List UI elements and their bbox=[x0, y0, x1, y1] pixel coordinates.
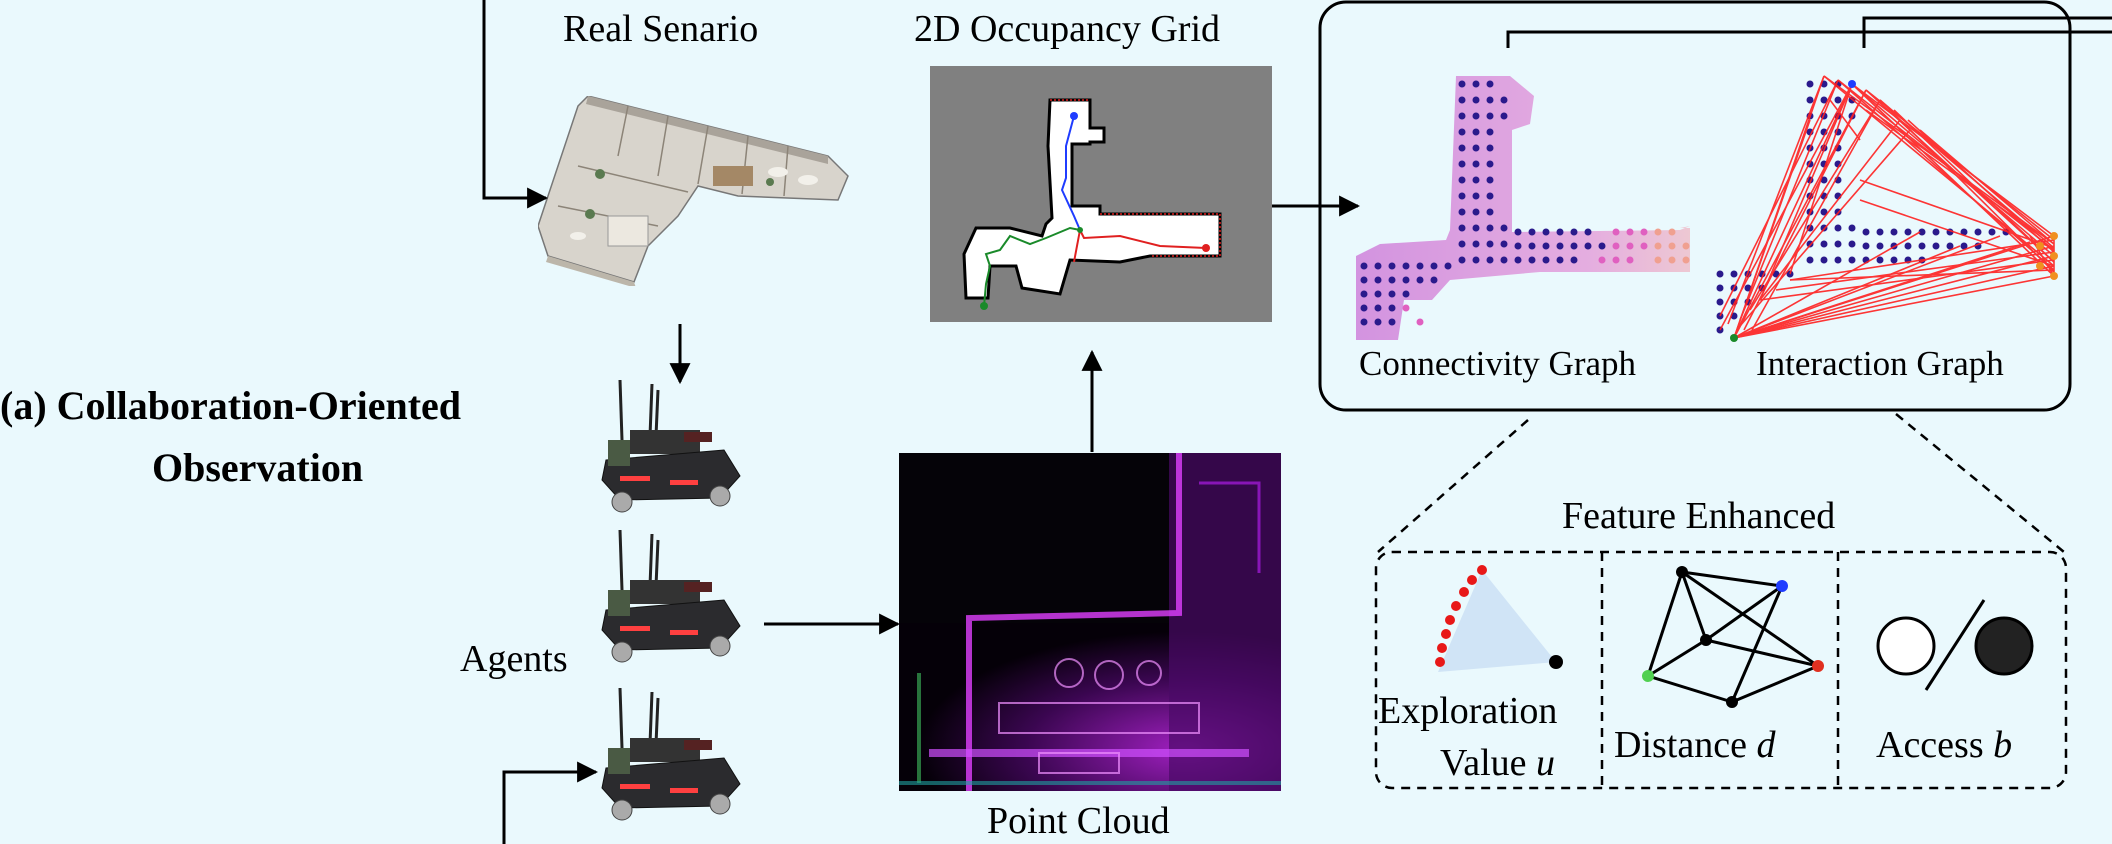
interaction-graph-label: Interaction Graph bbox=[1756, 344, 2004, 383]
real-scenario-label: Real Senario bbox=[563, 8, 759, 50]
exploration-label-line2: Value u bbox=[1440, 742, 1556, 784]
connector-top-2 bbox=[1862, 16, 2112, 48]
section-title-line2: Observation bbox=[152, 445, 364, 490]
agent-robot-3 bbox=[601, 688, 741, 821]
occupancy-grid-map bbox=[930, 66, 1272, 322]
access-icon bbox=[1876, 599, 2034, 691]
graph-container-box bbox=[1318, 0, 2072, 412]
feature-box-frame bbox=[1374, 550, 2068, 790]
arrow-into-bottom-agent bbox=[502, 761, 599, 844]
exploration-label-line1: Exploration bbox=[1378, 690, 1558, 732]
feature-boxes bbox=[1374, 550, 2068, 790]
interaction-graph bbox=[1716, 75, 2058, 342]
distance-label: Distance d bbox=[1614, 724, 1776, 766]
exploration-value-icon bbox=[1435, 565, 1563, 672]
callout-line-left bbox=[1377, 419, 1529, 553]
real-scenario-floorplan bbox=[538, 96, 849, 286]
distance-graph-nodes bbox=[1642, 566, 1824, 708]
access-label: Access b bbox=[1876, 724, 2013, 766]
connectivity-graph bbox=[1356, 76, 1690, 340]
connectivity-graph-label: Connectivity Graph bbox=[1359, 344, 1637, 383]
arrow-into-real-scenario bbox=[482, 0, 549, 209]
feature-enhanced-label: Feature Enhanced bbox=[1562, 495, 1836, 537]
agents-label: Agents bbox=[460, 638, 568, 680]
distance-graph-icon bbox=[1646, 570, 1819, 704]
point-cloud-image bbox=[899, 453, 1281, 791]
distance-var: d bbox=[1756, 724, 1776, 766]
connector-top-1 bbox=[1506, 30, 2112, 48]
section-title-line1: (a) Collaboration-Oriented bbox=[0, 383, 462, 428]
access-var: b bbox=[1993, 724, 2013, 766]
callout-line-right bbox=[1895, 413, 2065, 553]
point-cloud-label: Point Cloud bbox=[987, 800, 1170, 842]
agent-robot-2 bbox=[601, 530, 741, 663]
occupancy-grid-label: 2D Occupancy Grid bbox=[914, 8, 1221, 50]
agent-robot-1 bbox=[601, 380, 741, 513]
flow-arrows bbox=[482, 0, 2112, 844]
exploration-var: u bbox=[1536, 742, 1556, 784]
